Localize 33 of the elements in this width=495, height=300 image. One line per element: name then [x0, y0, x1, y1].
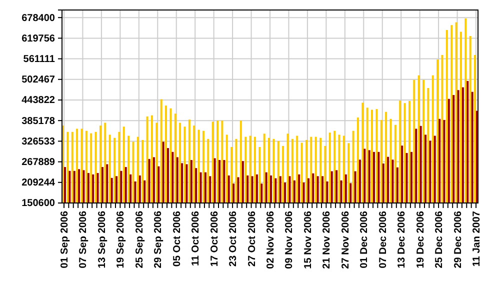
- x-tick-label: 27 Oct 2006: [246, 210, 258, 267]
- x-tick-label: 11 Jan 2007: [472, 210, 482, 267]
- y-tick-label: 619756: [22, 33, 56, 44]
- x-tick-label: 17 Oct 2006: [209, 210, 220, 267]
- y-tick-label: 502467: [22, 74, 56, 86]
- x-tick-label: 07 Dec 2006: [378, 210, 389, 268]
- y-tick-label: 150600: [22, 198, 56, 210]
- y-tick-label: 267889: [22, 156, 56, 168]
- x-tick-label: 23 Oct 2006: [228, 210, 240, 267]
- x-tick-label: 29 Sep 2006: [153, 210, 164, 268]
- x-tick-label: 25 Dec 2006: [434, 210, 446, 268]
- x-tick-label: 02 Nov 2006: [266, 210, 276, 269]
- y-tick-label: 678400: [22, 12, 56, 24]
- x-tick-label: 01 Sep 2006: [60, 210, 70, 268]
- y-tick-label: 385178: [22, 116, 56, 127]
- x-tick-label: 09 Nov 2006: [284, 210, 296, 269]
- x-tick-label: 13 Sep 2006: [96, 210, 108, 268]
- x-tick-label: 13 Dec 2006: [396, 210, 408, 268]
- y-tick-label: 443822: [22, 95, 56, 106]
- y-tick-label: 326533: [22, 136, 56, 148]
- x-tick-label: 15 Nov 2006: [302, 210, 314, 269]
- x-tick-label: 05 Oct 2006: [172, 210, 183, 267]
- x-tick-label: 01 Dec 2006: [359, 210, 370, 268]
- x-tick-label: 29 Dec 2006: [452, 210, 464, 268]
- x-tick-label: 27 Nov 2006: [340, 210, 352, 269]
- x-tick-label: 19 Dec 2006: [415, 210, 426, 268]
- x-tick-label: 21 Nov 2006: [322, 210, 333, 269]
- y-tick-label: 209244: [22, 178, 56, 189]
- y-tick-label: 561111: [23, 54, 56, 65]
- x-tick-label: 25 Sep 2006: [134, 210, 146, 268]
- x-tick-label: 11 Oct 2006: [190, 210, 202, 266]
- x-tick-label: 19 Sep 2006: [116, 210, 127, 268]
- x-tick-label: 07 Sep 2006: [78, 210, 90, 268]
